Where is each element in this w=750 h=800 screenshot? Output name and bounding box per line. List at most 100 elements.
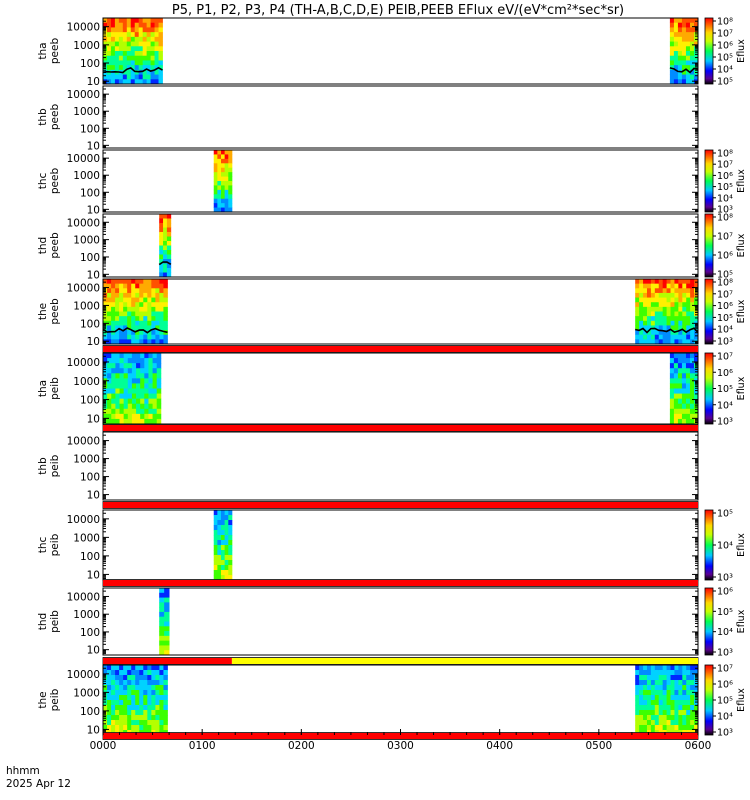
spectrogram-cell bbox=[650, 670, 656, 676]
spectrogram-cell bbox=[156, 418, 162, 425]
spectrogram-cell bbox=[159, 254, 164, 260]
spectrogram-cell bbox=[115, 720, 120, 726]
colorbar-gradient bbox=[704, 664, 714, 736]
colorbar-title: Eflux bbox=[736, 233, 747, 257]
spectrogram-cell bbox=[143, 665, 148, 671]
spectrogram-cell bbox=[674, 700, 679, 706]
spectrogram-cell bbox=[115, 334, 120, 340]
spectrogram-cell bbox=[151, 330, 156, 336]
spectrogram-cell bbox=[677, 41, 683, 47]
spectrogram-cell bbox=[694, 680, 699, 686]
spectrogram-cell bbox=[690, 700, 695, 706]
spectrogram-cell bbox=[163, 680, 168, 686]
spectrogram-cell bbox=[151, 306, 156, 312]
spectrogram-cell bbox=[658, 283, 664, 289]
spectrogram-cell bbox=[143, 685, 148, 691]
spectrogram-cell bbox=[134, 55, 140, 61]
colorbar-tick-label: 10⁵ bbox=[717, 509, 733, 520]
spectrogram-cell bbox=[131, 306, 136, 312]
spectrogram-cell bbox=[159, 665, 164, 671]
spectrogram-cell bbox=[147, 302, 152, 308]
spectrogram-cell bbox=[682, 720, 687, 726]
spectrogram-cell bbox=[678, 288, 683, 294]
spectrogram-cell bbox=[122, 41, 128, 47]
spectrogram-cell bbox=[114, 51, 120, 57]
spectrogram-block bbox=[669, 18, 699, 85]
spectrogram-cell bbox=[666, 705, 671, 711]
spectrogram-cell bbox=[107, 378, 112, 384]
spectrogram-cell bbox=[221, 154, 226, 160]
spectrogram-cell bbox=[159, 241, 164, 246]
spectrogram-cell bbox=[693, 403, 699, 410]
spectrogram-cell bbox=[139, 302, 144, 308]
spectrogram-cell bbox=[681, 74, 687, 80]
spectrogram-cell bbox=[130, 74, 136, 80]
spectrogram-cell bbox=[155, 690, 160, 696]
spectrogram-cell bbox=[122, 60, 128, 66]
spectrogram-cell bbox=[678, 306, 683, 312]
colorbar-gradient bbox=[704, 278, 714, 345]
spectrogram-cell bbox=[221, 540, 226, 546]
spectrogram-cell bbox=[131, 368, 137, 374]
spectrogram-cell bbox=[217, 560, 222, 566]
spectrogram-cell bbox=[103, 373, 108, 379]
spectrogram-cell bbox=[147, 283, 152, 289]
spectrogram-cell bbox=[146, 65, 151, 71]
spectrogram-cell bbox=[115, 363, 120, 369]
y-tick-label: 100 bbox=[80, 58, 100, 70]
spectrogram-cell bbox=[131, 316, 136, 322]
spectrogram-cell bbox=[110, 32, 116, 38]
spectrogram-cell bbox=[689, 79, 695, 85]
spectrogram-cell bbox=[158, 51, 163, 57]
spectrogram-cell bbox=[115, 368, 120, 374]
spectrogram-cell bbox=[643, 710, 648, 716]
spectrogram-cell bbox=[213, 575, 218, 581]
spectrogram-cell bbox=[123, 705, 128, 711]
spectrogram-cell bbox=[140, 393, 145, 400]
spectrogram-cell bbox=[159, 592, 165, 598]
spectrogram-cell bbox=[123, 292, 128, 298]
spectrogram-cell bbox=[118, 32, 124, 38]
spectrogram-cell bbox=[682, 334, 687, 340]
spectrogram-cell bbox=[213, 520, 218, 526]
spectrogram-cell bbox=[213, 172, 218, 177]
spectrogram-cell bbox=[163, 334, 168, 340]
spectrogram-cell bbox=[673, 418, 679, 425]
spectrogram-cell bbox=[217, 535, 222, 541]
spectrogram-cell bbox=[639, 720, 644, 726]
spectrogram-cell bbox=[224, 550, 229, 556]
spectrogram-cell bbox=[681, 408, 687, 415]
spectrogram-cell bbox=[111, 358, 116, 364]
spectrogram-cell bbox=[142, 79, 148, 85]
spectrogram-cell bbox=[103, 700, 108, 706]
spectrogram-cell bbox=[123, 320, 128, 326]
spectrogram-cell bbox=[159, 650, 165, 656]
spectrogram-cell bbox=[224, 510, 229, 516]
spectrogram-cell bbox=[134, 60, 140, 66]
spectrogram-cell bbox=[678, 320, 683, 326]
spectrogram-cell bbox=[635, 306, 640, 312]
colorbar-tick-label: 10⁴ bbox=[717, 400, 733, 411]
spectrogram-cell bbox=[111, 302, 116, 308]
spectrogram-cell bbox=[107, 297, 112, 303]
spectrogram-cell bbox=[140, 418, 145, 425]
colorbar-tick-label: 10⁴ bbox=[717, 193, 733, 204]
spectrogram-cell bbox=[150, 51, 155, 57]
spectrogram-cell bbox=[670, 685, 675, 691]
spectrogram-cell bbox=[151, 680, 156, 686]
spectrogram-cell bbox=[670, 670, 675, 676]
spectrogram-cell bbox=[159, 227, 164, 233]
spectrogram-cell bbox=[131, 279, 136, 285]
spectrogram-cell bbox=[158, 32, 163, 38]
spectrogram-cell bbox=[682, 311, 687, 317]
spectrogram-cell bbox=[662, 311, 667, 317]
spectrogram-cell bbox=[221, 520, 226, 526]
spectrogram-cell bbox=[127, 685, 132, 691]
spectrogram-cell bbox=[635, 288, 640, 294]
spectrogram-cell bbox=[690, 339, 695, 345]
spectrogram-cell bbox=[136, 373, 141, 379]
spectrogram-cell bbox=[666, 670, 671, 676]
spectrogram-cell bbox=[658, 288, 664, 294]
spectrogram-cell bbox=[693, 27, 699, 33]
spectrogram-cell bbox=[159, 263, 164, 269]
